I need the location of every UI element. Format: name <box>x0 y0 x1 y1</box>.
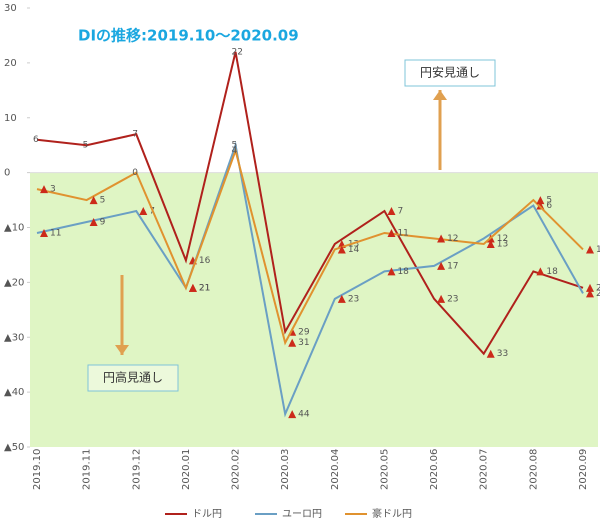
negative-marker <box>139 207 148 216</box>
legend-label: ドル円 <box>192 509 222 520</box>
data-label: 5 <box>546 196 552 206</box>
negative-marker <box>586 283 594 292</box>
y-tick-label: ▲10 <box>4 223 24 234</box>
data-label: 31 <box>298 338 309 348</box>
x-tick-label: 2020.05 <box>379 449 390 490</box>
chart-title: DIの推移:2019.10～2020.09 <box>78 27 299 45</box>
arrow-head <box>433 90 447 100</box>
x-tick-label: 2020.07 <box>479 449 490 490</box>
negative-marker <box>486 349 495 358</box>
data-label: 21 <box>199 283 210 293</box>
y-tick-label: 30 <box>4 3 17 14</box>
series-line <box>36 147 584 346</box>
x-tick-label: 2020.04 <box>330 449 341 490</box>
data-label: 4 <box>232 146 238 156</box>
data-label: 14 <box>596 245 600 255</box>
negative-marker <box>40 228 48 237</box>
data-label: 11 <box>397 228 408 238</box>
negative-marker <box>586 245 594 254</box>
negative-marker <box>89 196 98 205</box>
annotation: 円安見通し <box>420 65 480 80</box>
data-label: 5 <box>232 141 238 151</box>
data-label: 44 <box>298 410 310 420</box>
x-tick-label: 2020.02 <box>231 449 242 490</box>
y-tick-label: 10 <box>4 113 17 124</box>
data-label: 29 <box>298 327 310 337</box>
negative-marker <box>536 196 545 205</box>
x-tick-label: 2020.06 <box>429 449 440 490</box>
annotation: 円高見通し <box>103 370 163 385</box>
data-label: 33 <box>497 349 508 359</box>
series-line <box>36 51 584 356</box>
data-label: 14 <box>348 245 360 255</box>
data-label: 16 <box>199 256 211 266</box>
negative-marker <box>337 245 346 254</box>
y-tick-label: ▲50 <box>4 442 24 453</box>
data-label: 23 <box>447 294 458 304</box>
y-tick-label: 20 <box>4 58 17 69</box>
negative-marker <box>40 185 48 194</box>
data-label: 18 <box>397 267 409 277</box>
data-label: 5 <box>100 196 106 206</box>
data-label: 12 <box>447 234 458 244</box>
annotation-box <box>404 59 496 87</box>
data-label: 21 <box>199 283 210 293</box>
annotation-box <box>87 364 179 392</box>
negative-marker <box>387 228 396 237</box>
y-tick-label: ▲20 <box>4 277 24 288</box>
x-tick-label: 2020.03 <box>280 449 291 490</box>
x-tick-label: 2019.12 <box>131 449 142 490</box>
negative-marker <box>437 261 446 270</box>
data-label: 22 <box>232 47 243 57</box>
data-label: 13 <box>497 239 508 249</box>
x-tick-label: 2020.09 <box>578 449 589 490</box>
negative-marker <box>288 338 297 347</box>
data-label: 13 <box>348 239 359 249</box>
data-label: 21 <box>596 283 600 293</box>
negative-marker <box>437 294 446 303</box>
legend-label: 豪ドル円 <box>372 507 412 520</box>
y-tick-label: ▲30 <box>4 332 24 343</box>
series-line <box>36 141 584 418</box>
negative-marker <box>387 267 396 276</box>
data-label: 5 <box>83 141 89 151</box>
data-label: 0 <box>132 168 138 178</box>
negative-marker <box>437 234 446 243</box>
y-tick-label: ▲40 <box>4 387 24 398</box>
arrow-head <box>115 345 129 355</box>
x-tick-label: 2019.10 <box>32 449 43 490</box>
data-label: 6 <box>546 201 552 211</box>
data-label: 7 <box>397 207 403 217</box>
x-tick-label: 2020.01 <box>181 449 192 490</box>
data-label: 18 <box>546 267 558 277</box>
negative-marker <box>188 283 197 292</box>
negative-zone <box>30 172 598 447</box>
data-label: 9 <box>100 218 106 228</box>
x-tick-label: 2020.08 <box>528 449 539 490</box>
data-label: 11 <box>50 228 61 238</box>
data-label: 6 <box>33 135 39 145</box>
legend-label: ユーロ円 <box>282 509 322 520</box>
negative-marker <box>288 410 297 419</box>
negative-marker <box>89 218 98 227</box>
negative-marker <box>486 239 495 248</box>
negative-marker <box>586 289 594 298</box>
negative-marker <box>536 201 545 210</box>
y-tick-label: 0 <box>4 168 10 179</box>
data-label: 12 <box>497 234 508 244</box>
negative-marker <box>387 207 396 216</box>
data-label: 22 <box>596 289 600 299</box>
data-label: 7 <box>132 130 138 140</box>
data-label: 3 <box>50 185 56 195</box>
data-label: 23 <box>348 294 359 304</box>
negative-marker <box>337 294 346 303</box>
negative-marker <box>536 267 545 276</box>
x-tick-label: 2019.11 <box>82 449 93 490</box>
data-label: 17 <box>447 261 458 271</box>
